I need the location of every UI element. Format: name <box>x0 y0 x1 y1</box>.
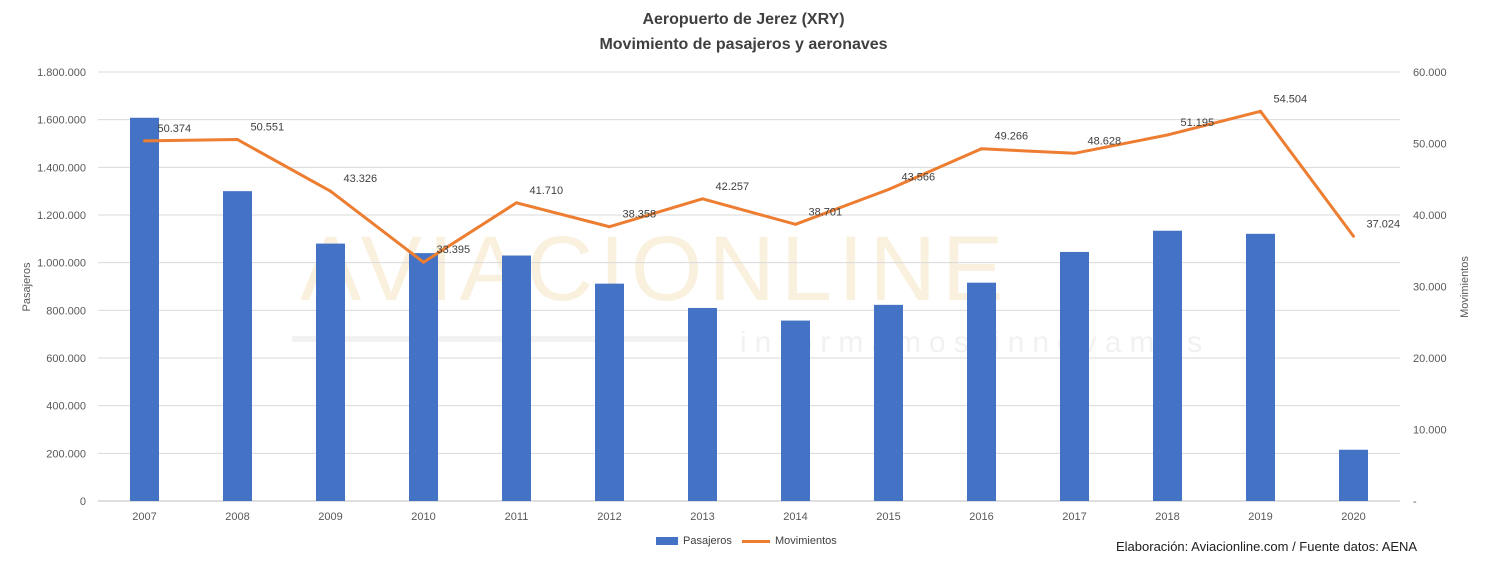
x-tick-label: 2008 <box>225 511 249 523</box>
line-movimientos <box>144 109 1355 264</box>
point-movimientos <box>887 188 890 192</box>
data-label-movimientos: 42.257 <box>716 181 750 193</box>
bar-pasajeros <box>1339 449 1368 501</box>
data-label-movimientos: 33.395 <box>437 244 471 256</box>
legend-label-pasajeros: Pasajeros <box>683 535 732 547</box>
legend-item-pasajeros: Pasajeros <box>656 535 732 547</box>
source-credit: Elaboración: Aviacionline.com / Fuente d… <box>1116 539 1418 554</box>
y2-tick-label: 20.000 <box>1413 353 1447 365</box>
x-tick-label: 2014 <box>783 511 807 523</box>
point-movimientos <box>1352 234 1355 238</box>
data-label-movimientos: 54.504 <box>1274 93 1308 105</box>
legend-label-movimientos: Movimientos <box>775 535 837 547</box>
x-tick-label: 2013 <box>690 511 714 523</box>
bar-pasajeros <box>130 117 159 501</box>
bar-pasajeros <box>688 307 717 501</box>
data-label-movimientos: 43.326 <box>344 173 378 185</box>
legend-swatch-bar <box>656 537 678 545</box>
y2-tick-label: 50.000 <box>1413 139 1447 151</box>
y-axis-label: Pasajeros <box>21 262 33 311</box>
bar-pasajeros <box>223 191 252 501</box>
y-tick-label: 1.600.000 <box>37 115 86 127</box>
y2-tick-label: - <box>1413 496 1417 508</box>
x-tick-label: 2016 <box>969 511 993 523</box>
y2-tick-label: 10.000 <box>1413 425 1447 437</box>
point-movimientos <box>329 189 332 193</box>
chart-subtitle: Movimiento de pasajeros y aeronaves <box>599 36 888 53</box>
data-label-movimientos: 48.628 <box>1088 135 1122 147</box>
point-movimientos <box>1073 151 1076 155</box>
bar-pasajeros <box>502 255 531 501</box>
data-label-movimientos: 50.551 <box>251 122 285 134</box>
y-tick-label: 1.000.000 <box>37 258 86 270</box>
x-tick-label: 2010 <box>411 511 435 523</box>
bar-pasajeros <box>1246 233 1275 501</box>
y-tick-label: 400.000 <box>46 401 86 413</box>
data-label-movimientos: 41.710 <box>530 185 564 197</box>
svg-text:AVIACIONLINE: AVIACIONLINE <box>300 218 1009 320</box>
point-movimientos <box>515 201 518 205</box>
point-movimientos <box>236 138 239 142</box>
x-tick-label: 2019 <box>1248 511 1272 523</box>
y-tick-label: 1.800.000 <box>37 67 86 79</box>
point-movimientos <box>143 139 146 143</box>
data-label-movimientos: 50.374 <box>158 123 192 135</box>
point-movimientos <box>794 222 797 226</box>
data-label-movimientos: 38.358 <box>623 209 657 221</box>
y-tick-label: 1.200.000 <box>37 210 86 222</box>
x-tick-label: 2017 <box>1062 511 1086 523</box>
chart-title: Aeropuerto de Jerez (XRY) <box>642 11 845 28</box>
x-tick-label: 2009 <box>318 511 342 523</box>
y-tick-label: 1.400.000 <box>37 162 86 174</box>
bar-pasajeros <box>409 253 438 501</box>
x-tick-label: 2015 <box>876 511 900 523</box>
x-tick-label: 2007 <box>132 511 156 523</box>
x-tick-label: 2011 <box>505 511 529 523</box>
y2-tick-label: 30.000 <box>1413 282 1447 294</box>
point-movimientos <box>701 197 704 201</box>
y-tick-label: 800.000 <box>46 305 86 317</box>
legend-item-movimientos: Movimientos <box>742 535 837 547</box>
y2-tick-label: 40.000 <box>1413 210 1447 222</box>
x-tick-label: 2020 <box>1341 511 1365 523</box>
bar-pasajeros <box>1060 251 1089 501</box>
point-movimientos <box>1166 133 1169 137</box>
data-label-movimientos: 49.266 <box>995 131 1029 143</box>
y2-tick-label: 60.000 <box>1413 67 1447 79</box>
y-tick-label: 600.000 <box>46 353 86 365</box>
data-label-movimientos: 38.701 <box>809 206 843 218</box>
point-movimientos <box>608 225 611 229</box>
bar-pasajeros <box>874 304 903 501</box>
point-movimientos <box>1259 109 1262 113</box>
y-tick-label: 200.000 <box>46 448 86 460</box>
point-movimientos <box>422 260 425 264</box>
bar-pasajeros <box>1153 230 1182 502</box>
x-tick-label: 2012 <box>597 511 621 523</box>
y2-axis-label: Movimientos <box>1459 256 1471 318</box>
data-label-movimientos: 43.566 <box>902 172 936 184</box>
legend-swatch-line <box>742 539 770 543</box>
bar-pasajeros <box>316 243 345 501</box>
data-label-movimientos: 51.195 <box>1181 117 1215 129</box>
y-tick-label: 0 <box>80 496 86 508</box>
bar-pasajeros <box>781 320 810 501</box>
bar-pasajeros <box>595 283 624 501</box>
x-tick-label: 2018 <box>1155 511 1179 523</box>
point-movimientos <box>980 147 983 151</box>
data-label-movimientos: 37.024 <box>1367 218 1401 230</box>
bar-pasajeros <box>967 282 996 501</box>
